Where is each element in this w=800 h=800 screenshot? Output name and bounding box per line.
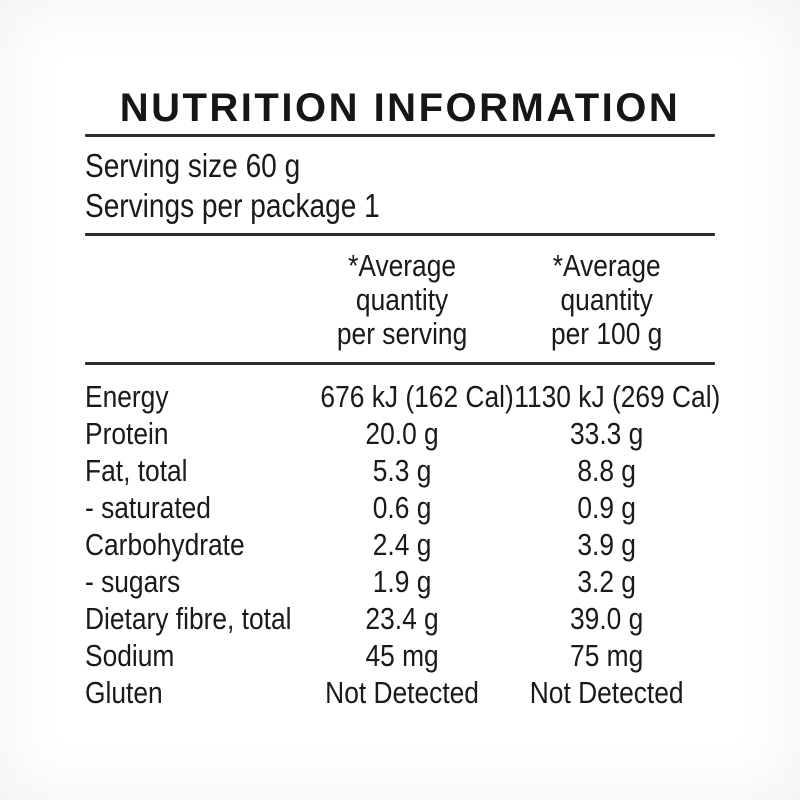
value-per-serving-text: 0.6 g — [372, 490, 431, 525]
panel-content: NUTRITION INFORMATION Serving size 60 g … — [85, 0, 720, 711]
value-per-serving: Not Detected — [306, 674, 498, 711]
value-per-100g: 0.9 g — [498, 489, 715, 526]
column-header-per-100g: *Average quantity per 100 g — [498, 249, 715, 351]
nutrient-name: Protein — [85, 415, 306, 452]
value-per-100g: 1130 kJ (269 Cal) — [498, 378, 720, 415]
nutrient-name-text: - saturated — [85, 490, 211, 525]
divider-below-headers — [85, 362, 715, 365]
divider-below-serving-info — [85, 233, 715, 236]
value-per-serving: 5.3 g — [306, 452, 498, 489]
value-per-serving: 2.4 g — [306, 526, 498, 563]
divider-below-title — [85, 134, 715, 137]
value-per-serving-text: 45 mg — [364, 638, 439, 673]
value-per-serving-text: 23.4 g — [364, 601, 439, 636]
value-per-100g-text: 75 mg — [569, 638, 643, 673]
nutrient-name-text: Protein — [85, 416, 169, 451]
nutrient-name-text: - sugars — [85, 564, 181, 599]
nutrient-name: Carbohydrate — [85, 526, 306, 563]
per-serving-header-line-2: quantity — [355, 282, 448, 317]
value-per-serving-text: 1.9 g — [372, 564, 431, 599]
panel-title: NUTRITION INFORMATION — [119, 86, 681, 130]
value-per-100g-text: 3.2 g — [577, 564, 636, 599]
nutrition-rows: Energy 676 kJ (162 Cal) 1130 kJ (269 Cal) P… — [85, 378, 720, 711]
value-per-100g: 33.3 g — [498, 415, 715, 452]
value-per-serving-text: 676 kJ (162 Cal) — [319, 379, 514, 414]
table-row: - saturated 0.6 g 0.9 g — [85, 489, 715, 526]
value-per-100g-text: 0.9 g — [577, 490, 636, 525]
value-per-100g-text: 33.3 g — [569, 416, 643, 451]
table-row: Dietary fibre, total 23.4 g 39.0 g — [85, 600, 715, 637]
servings-per-package-text: Servings per package 1 — [85, 187, 380, 224]
value-per-100g: 75 mg — [498, 637, 715, 674]
value-per-100g: 8.8 g — [498, 452, 715, 489]
value-per-100g: 3.2 g — [498, 563, 715, 600]
nutrient-name-text: Gluten — [85, 675, 163, 710]
nutrient-name: Sodium — [85, 637, 306, 674]
value-per-100g-text: Not Detected — [529, 675, 684, 710]
value-per-100g: 39.0 g — [498, 600, 715, 637]
nutrient-name: - saturated — [85, 489, 306, 526]
per-100g-header-line-1: *Average — [552, 248, 661, 283]
table-row: Fat, total 5.3 g 8.8 g — [85, 452, 715, 489]
value-per-serving-text: Not Detected — [324, 675, 479, 710]
table-row: Energy 676 kJ (162 Cal) 1130 kJ (269 Cal) — [85, 378, 720, 415]
nutrient-name-text: Carbohydrate — [85, 527, 245, 562]
nutrient-name: Gluten — [85, 674, 306, 711]
value-per-serving-text: 20.0 g — [364, 416, 439, 451]
value-per-serving: 676 kJ (162 Cal) — [306, 378, 514, 415]
value-per-serving: 1.9 g — [306, 563, 498, 600]
nutrient-name: Energy — [85, 378, 306, 415]
nutrient-name: - sugars — [85, 563, 306, 600]
nutrient-name-text: Sodium — [85, 638, 175, 673]
value-per-100g-text: 39.0 g — [569, 601, 643, 636]
value-per-100g-text: 1130 kJ (269 Cal) — [513, 379, 720, 414]
nutrient-name-text: Fat, total — [85, 453, 188, 488]
per-100g-header-line-3: per 100 g — [550, 316, 662, 351]
value-per-serving: 45 mg — [306, 637, 498, 674]
per-serving-header-line-3: per serving — [336, 316, 467, 351]
value-per-serving: 0.6 g — [306, 489, 498, 526]
value-per-serving-text: 2.4 g — [372, 527, 431, 562]
value-per-100g: Not Detected — [498, 674, 715, 711]
table-row: Protein 20.0 g 33.3 g — [85, 415, 715, 452]
value-per-serving: 20.0 g — [306, 415, 498, 452]
nutrient-name-text: Energy — [85, 379, 169, 414]
serving-size-text: Serving size 60 g — [85, 147, 301, 184]
nutrient-name: Dietary fibre, total — [85, 600, 306, 637]
value-per-100g-text: 8.8 g — [577, 453, 636, 488]
nutrient-name-text: Dietary fibre, total — [85, 601, 292, 636]
nutrient-name: Fat, total — [85, 452, 306, 489]
serving-info: Serving size 60 g Servings per package 1 — [85, 146, 715, 226]
column-headers: *Average quantity per serving *Average q… — [85, 249, 715, 351]
value-per-serving: 23.4 g — [306, 600, 498, 637]
column-header-per-serving: *Average quantity per serving — [306, 249, 498, 351]
value-per-100g-text: 3.9 g — [577, 527, 636, 562]
per-serving-header-line-1: *Average — [347, 248, 456, 283]
table-row: Sodium 45 mg 75 mg — [85, 637, 715, 674]
table-row: Gluten Not Detected Not Detected — [85, 674, 715, 711]
table-row: - sugars 1.9 g 3.2 g — [85, 563, 715, 600]
table-row: Carbohydrate 2.4 g 3.9 g — [85, 526, 715, 563]
value-per-100g: 3.9 g — [498, 526, 715, 563]
per-100g-header-line-2: quantity — [560, 282, 653, 317]
value-per-serving-text: 5.3 g — [372, 453, 431, 488]
